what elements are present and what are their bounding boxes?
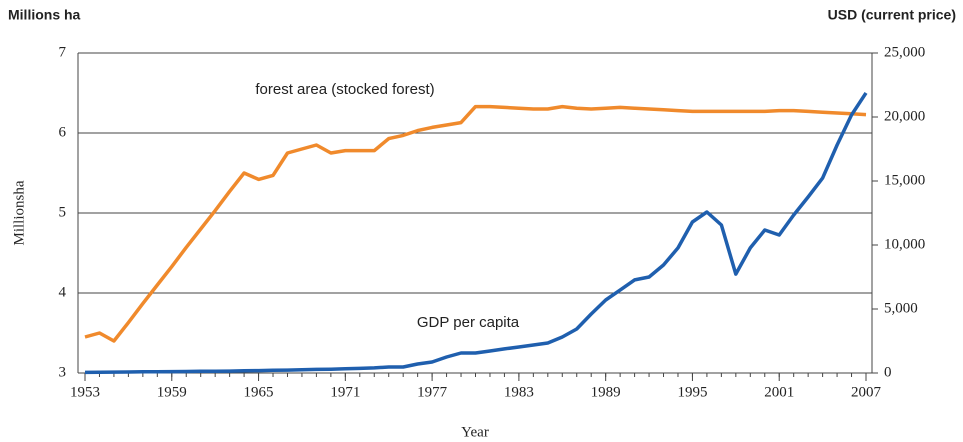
right-axis-unit: USD (current price) (828, 7, 956, 23)
y2-tick-label: 20,000 (884, 108, 925, 124)
x-tick-label: 1959 (157, 384, 187, 400)
annotation: GDP per capita (417, 314, 520, 331)
y-axis-title: Millionsha (11, 180, 27, 245)
y2-tick-label: 0 (884, 364, 892, 380)
x-tick-label: 1983 (504, 384, 534, 400)
x-tick-label: 1995 (677, 384, 707, 400)
annotation: forest area (stocked forest) (255, 81, 434, 98)
x-tick-label: 1953 (70, 384, 100, 400)
y2-tick-label: 10,000 (884, 236, 925, 252)
x-tick-label: 1989 (591, 384, 621, 400)
series-line (84, 104, 867, 343)
x-tick-label: 2001 (764, 384, 794, 400)
y-tick-label: 3 (59, 364, 67, 380)
y-tick-label: 6 (59, 124, 67, 140)
x-tick-label: 1965 (244, 384, 274, 400)
y2-tick-label: 15,000 (884, 172, 925, 188)
left-axis-unit: Millions ha (8, 7, 81, 23)
y2-tick-label: 25,000 (884, 44, 925, 60)
x-tick-label: 1977 (417, 384, 448, 400)
x-axis-title: Year (461, 424, 489, 440)
x-tick-label: 1971 (330, 384, 360, 400)
y-tick-label: 5 (59, 204, 67, 220)
series-line (84, 91, 868, 375)
y-tick-label: 7 (59, 44, 67, 60)
y2-tick-label: 5,000 (884, 300, 918, 316)
x-tick-label: 2007 (851, 384, 882, 400)
y-tick-label: 4 (59, 284, 67, 300)
